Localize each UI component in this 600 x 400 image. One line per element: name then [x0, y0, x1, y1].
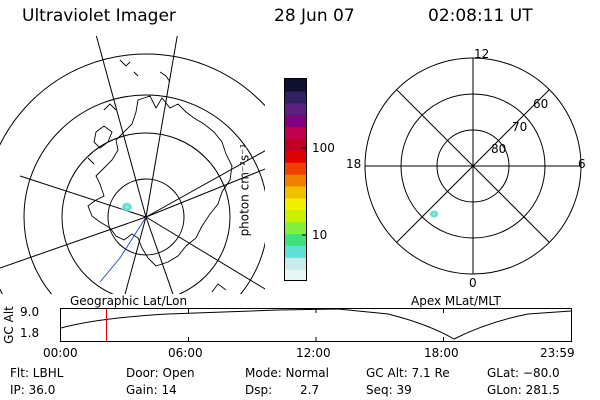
meridian-line: [145, 36, 178, 218]
colorbar: [284, 78, 307, 282]
door-info: Door: Open: [126, 366, 195, 380]
polar-plot: [364, 57, 582, 275]
timeline-tick: 12:00: [296, 346, 331, 360]
colorbar-band: [285, 245, 307, 258]
timeline-tick: 06:00: [168, 346, 203, 360]
timeline-axis-label: GC Alt: [1, 306, 16, 344]
mlt-label-12: 12: [474, 47, 490, 61]
colorbar-band: [285, 150, 307, 163]
lat-circle: [61, 132, 231, 294]
ip-info: IP: 36.0: [10, 383, 56, 397]
colorbar-band: [285, 79, 307, 92]
glat-info: GLat: −80.0: [487, 366, 560, 380]
colorbar-band: [285, 102, 307, 116]
timeline-tick: 23:59: [540, 346, 575, 360]
coastline: [87, 95, 233, 267]
colorbar-band: [285, 257, 307, 270]
meridian-line: [124, 216, 147, 294]
track-line: [99, 216, 147, 283]
glon-info: GLon: 281.5: [487, 383, 560, 397]
meridian-line: [145, 168, 265, 218]
colorbar-band: [285, 162, 307, 175]
mlt-label-6: 6: [578, 157, 586, 171]
geographic-label: Geographic Lat/Lon: [70, 294, 188, 308]
meridian-line: [145, 216, 174, 294]
instrument-title: Ultraviolet Imager: [22, 6, 176, 26]
filter-info: Flt: LBHL: [10, 366, 64, 380]
timeline-ymax: 9.0: [20, 305, 40, 319]
timeline-tick: 18:00: [424, 346, 459, 360]
colorbar-tick-label: 100: [312, 141, 335, 155]
meridian-line: [0, 216, 147, 269]
lat-circle: [0, 53, 265, 294]
coastline: [93, 125, 113, 149]
mode-info: Mode: Normal: [245, 366, 329, 380]
colorbar-band: [285, 269, 307, 282]
colorbar-band: [285, 233, 307, 246]
seq-info: Seq: 39: [366, 383, 412, 397]
colorbar-unit-label: photon cm⁻²s⁻¹: [237, 143, 252, 237]
mlt-label-0: 0: [469, 276, 477, 290]
colorbar-band: [285, 174, 307, 187]
mlat-label-70: 70: [512, 120, 528, 134]
colorbar-band: [285, 90, 307, 104]
colorbar-band: [285, 197, 307, 211]
colorbar-band: [285, 138, 307, 151]
geographic-map: [0, 36, 265, 294]
meridian-line: [145, 216, 265, 290]
mlat-label-80: 80: [491, 142, 507, 156]
colorbar-band: [285, 114, 307, 128]
timeline-tick: 00:00: [43, 346, 78, 360]
date-label: 28 Jun 07: [274, 6, 355, 26]
dsp-label: Dsp:: [245, 383, 273, 397]
coastline: [87, 59, 227, 293]
time-label: 02:08:11 UT: [428, 6, 533, 26]
aurora-spot: [120, 201, 134, 213]
mlat-label-60: 60: [533, 97, 549, 111]
gain-info: Gain: 14: [126, 383, 177, 397]
mlt-label-18: 18: [346, 157, 362, 171]
lat-circle: [23, 94, 265, 294]
apex-label: Apex MLat/MLT: [411, 294, 501, 308]
aurora-spot: [428, 209, 440, 219]
mlt-line: [396, 89, 550, 243]
meridian-line: [95, 36, 147, 218]
dsp-value: 2.7: [300, 383, 320, 397]
meridian-line: [145, 150, 265, 218]
gcalt-info: GC Alt: 7.1 Re: [366, 366, 450, 380]
altitude-curve: [60, 308, 572, 340]
altitude-plot: [60, 308, 572, 342]
colorbar-tick-label: 10: [312, 228, 328, 242]
colorbar-band: [285, 209, 307, 223]
colorbar-band: [285, 221, 307, 235]
timeline-ymin: 1.8: [20, 326, 40, 340]
colorbar-band: [285, 126, 307, 140]
colorbar-band: [285, 185, 307, 199]
